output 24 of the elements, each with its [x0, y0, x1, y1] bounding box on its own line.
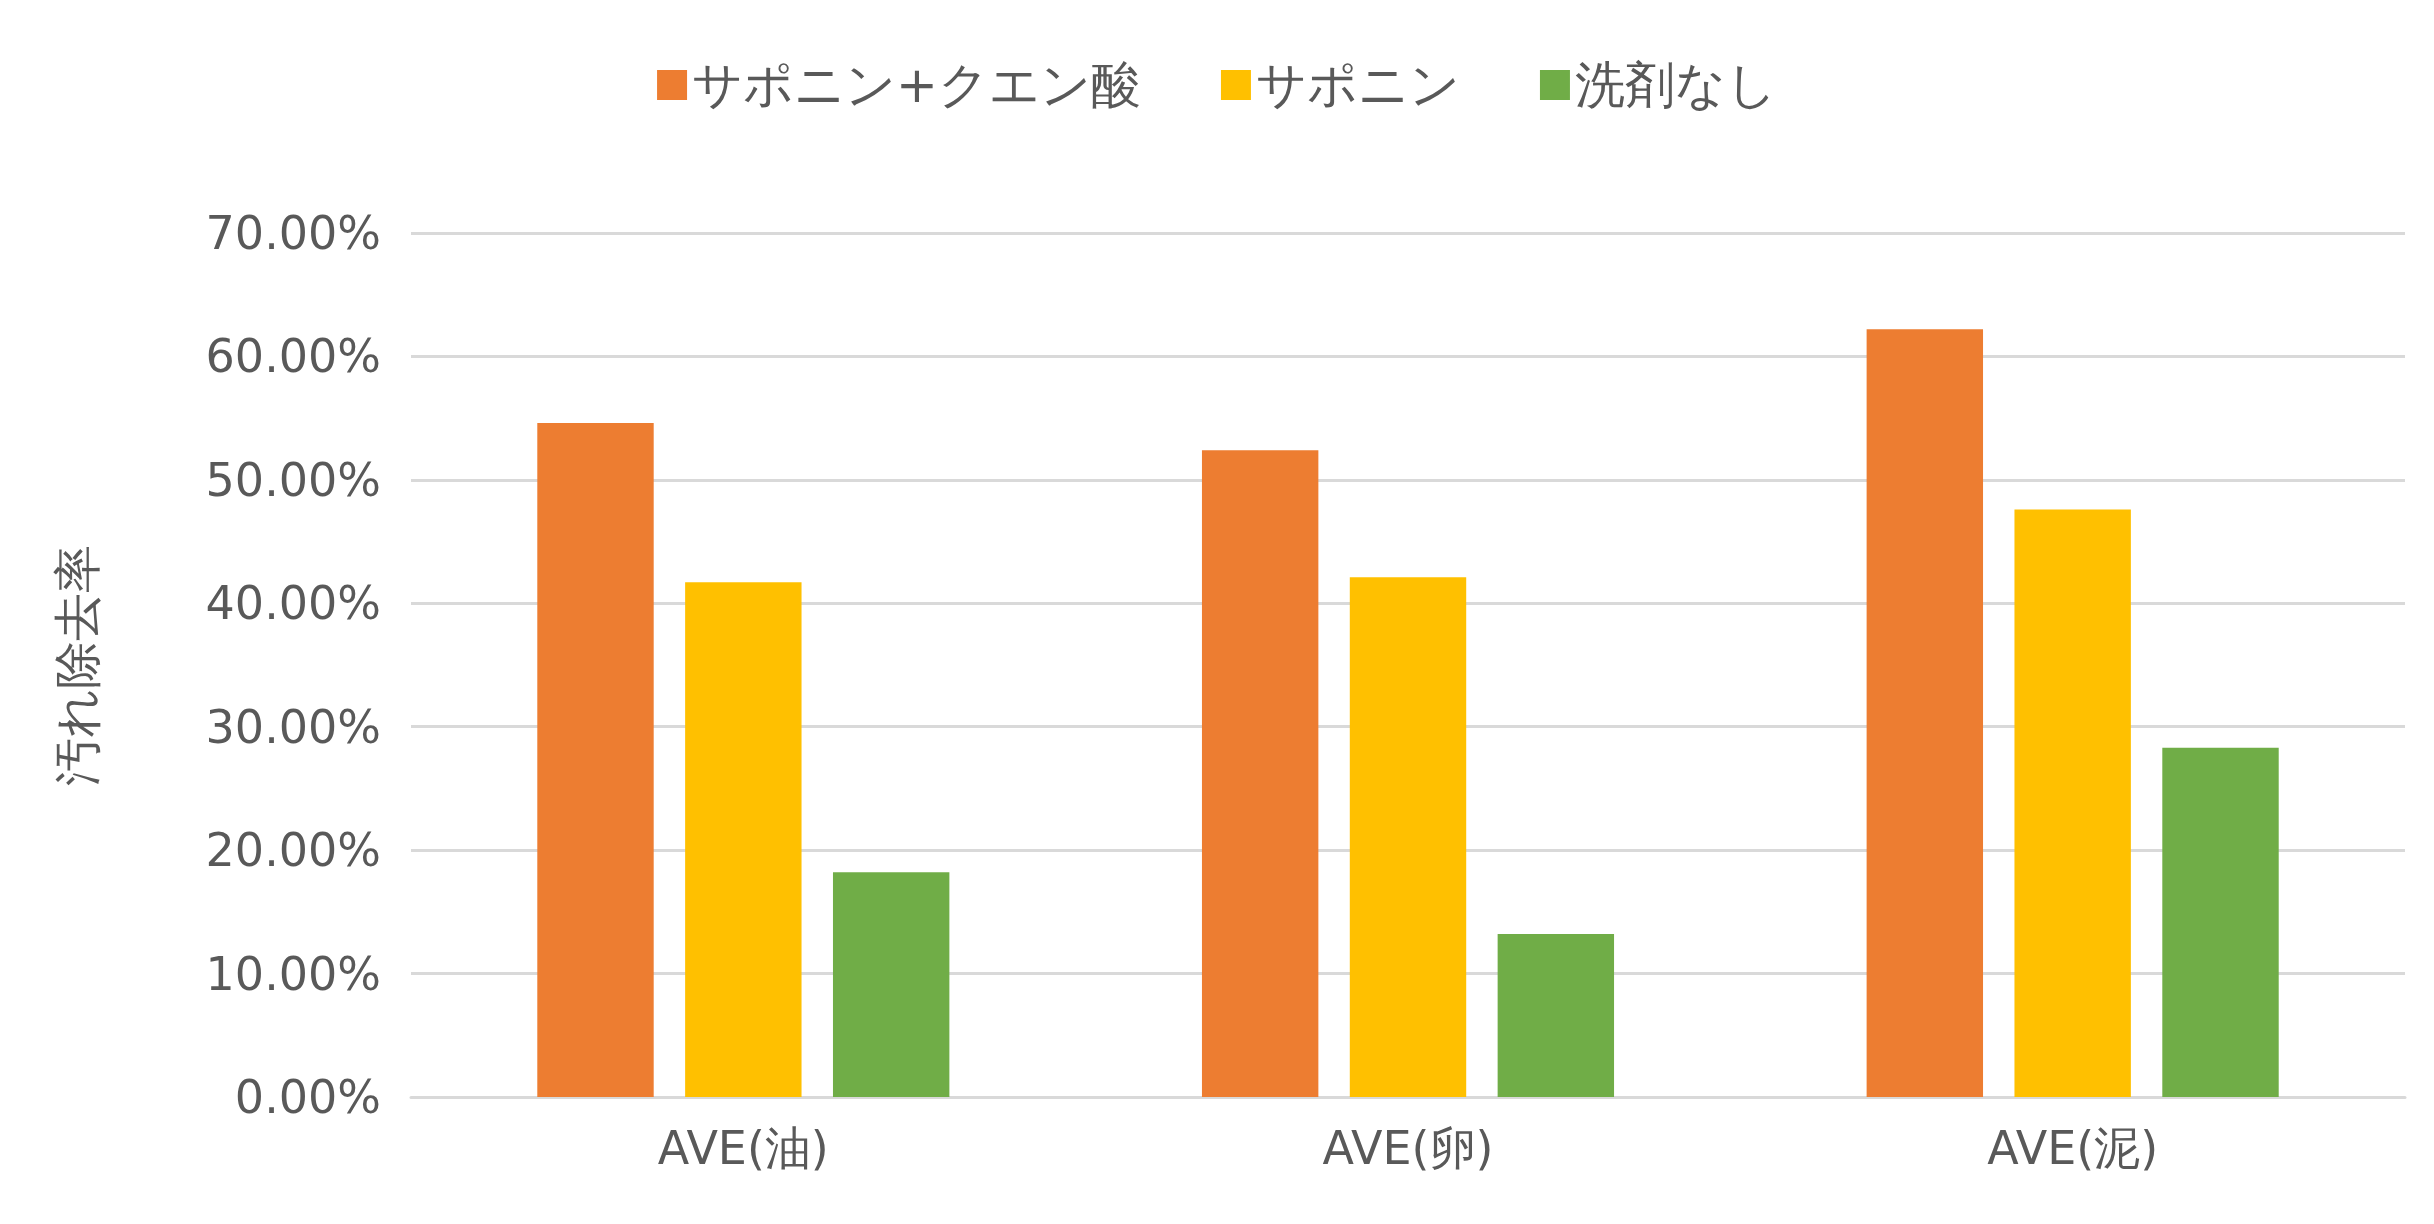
- legend-label: サポニン+クエン酸: [692, 56, 1141, 114]
- y-tick-label: 70.00%: [205, 206, 381, 260]
- bar: [1866, 329, 1984, 1097]
- bar: [832, 872, 950, 1097]
- legend-label: 洗剤なし: [1574, 56, 1777, 114]
- bar: [2014, 509, 2131, 1097]
- x-tick-label: AVE(油): [657, 1121, 829, 1175]
- bar: [2162, 747, 2279, 1097]
- x-tick-label: AVE(卵): [1322, 1121, 1494, 1175]
- y-tick-label: 40.00%: [205, 576, 381, 631]
- bar: [685, 582, 802, 1097]
- bar: [537, 423, 654, 1097]
- y-tick-label: 0.00%: [234, 1070, 381, 1124]
- y-axis-title: 汚れ除去率: [49, 544, 105, 786]
- bar: [1349, 577, 1467, 1097]
- y-tick-label: 50.00%: [205, 452, 381, 507]
- y-tick-label: 20.00%: [205, 823, 381, 878]
- bar: [1201, 450, 1319, 1097]
- y-tick-label: 60.00%: [205, 329, 381, 384]
- y-tick-label: 30.00%: [205, 699, 381, 754]
- legend-label: サポニン: [1255, 56, 1460, 114]
- x-tick-label: AVE(泥): [1987, 1121, 2159, 1175]
- y-tick-label: 10.00%: [205, 946, 381, 1001]
- bar: [1497, 934, 1615, 1097]
